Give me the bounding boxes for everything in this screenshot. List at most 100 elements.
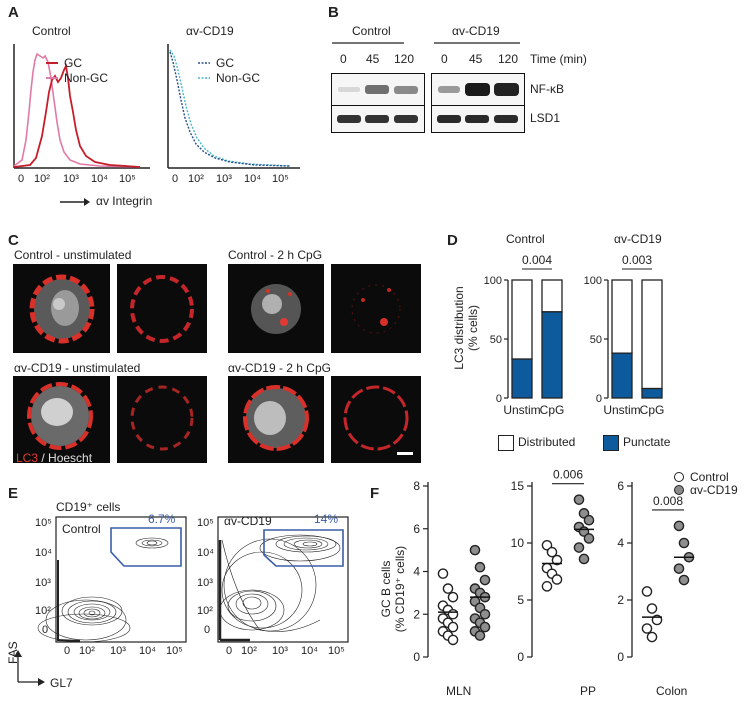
panel-d-control-title: Control bbox=[506, 232, 545, 246]
gate-control bbox=[110, 527, 182, 567]
dot-control bbox=[447, 591, 459, 603]
panel-e-ytick: 0 bbox=[204, 624, 211, 636]
panel-e-xtick: 10² bbox=[79, 645, 95, 657]
panel-e-ytick: 10⁴ bbox=[197, 547, 214, 559]
panel-e-xtick: 10³ bbox=[272, 645, 288, 657]
panel-e-ytick: 10² bbox=[35, 605, 51, 617]
dot-cd19 bbox=[678, 574, 690, 586]
panel-b-cd19-title: αv-CD19 bbox=[452, 24, 500, 38]
panel-e-ytick: 10² bbox=[197, 605, 213, 617]
panel-f-chart: 0 2 4 6 8 0 5 10 15 0.006 0 2 4 6 0.008 bbox=[413, 470, 695, 664]
bar-distributed bbox=[611, 279, 633, 354]
micrograph-control-unstim-merge bbox=[13, 264, 110, 353]
dot-cd19 bbox=[479, 608, 491, 620]
flow-plot-control-frame bbox=[55, 516, 187, 643]
panel-d-xtick-label: CpG bbox=[640, 403, 665, 417]
panel-a-tick: 0 bbox=[18, 173, 25, 185]
dot-cd19 bbox=[469, 544, 481, 556]
bar-distributed bbox=[541, 279, 563, 313]
stain-lc3: LC3 bbox=[16, 451, 39, 465]
panel-b-time: 120 bbox=[498, 52, 519, 66]
bar-punctate bbox=[611, 352, 633, 399]
gate-cd19 bbox=[263, 529, 344, 567]
flow-control-main-population bbox=[37, 560, 131, 643]
panel-e-xtick: 10⁵ bbox=[166, 645, 183, 657]
micrograph-stain-legend: LC3 / Hoescht bbox=[16, 451, 92, 465]
blot-nfkb-control bbox=[331, 73, 425, 107]
bar-distributed bbox=[641, 279, 663, 390]
dot-cd19 bbox=[573, 494, 585, 505]
panel-label-b: B bbox=[328, 4, 339, 21]
panel-a-xaxis-label: αv Integrin bbox=[96, 194, 153, 208]
micrograph-control-cpg-merge bbox=[228, 264, 324, 353]
panel-f-ytick-label: 10 bbox=[511, 536, 525, 550]
panel-f-ylabel-wrap: GC B cells (% CD19⁺ cells) bbox=[378, 530, 408, 650]
dot-control bbox=[641, 586, 653, 597]
panel-f-legend-cd19: αv-CD19 bbox=[690, 483, 738, 497]
panel-e-xtick: 10⁴ bbox=[139, 645, 156, 657]
panel-f-pvalue: 0.008 bbox=[653, 494, 683, 508]
legend-punctate-swatch bbox=[603, 435, 619, 451]
flow-control-gc-population bbox=[135, 537, 169, 549]
panel-a-tick: 10⁵ bbox=[119, 173, 136, 185]
dot-cd19 bbox=[678, 537, 690, 549]
blot-nfkb-cd19 bbox=[431, 73, 525, 107]
dot-control bbox=[437, 568, 449, 579]
dot-cd19 bbox=[474, 561, 486, 573]
panel-e-xaxis-label: GL7 bbox=[50, 676, 73, 690]
panel-e-ytick: 10³ bbox=[35, 577, 51, 589]
dot-cd19 bbox=[578, 553, 590, 565]
panel-f-group-colon: Colon bbox=[656, 684, 688, 698]
micrograph-cd19-cpg-merge bbox=[228, 376, 324, 463]
micrograph-cd19-unstim-lc3 bbox=[117, 376, 207, 463]
gate-percent-cd19: 14% bbox=[314, 512, 339, 526]
panel-e-ytick: 10⁵ bbox=[35, 517, 52, 529]
panel-e-ytick: 10⁴ bbox=[35, 547, 52, 559]
panel-b-control-title: Control bbox=[352, 24, 391, 38]
dot-control bbox=[541, 581, 553, 592]
stain-separator: / bbox=[38, 451, 49, 465]
panel-a-legend-nongc-cd19: Non-GC bbox=[216, 71, 261, 85]
panel-e-xtick: 10² bbox=[241, 645, 257, 657]
panel-a-legend-nongc-control: Non-GC bbox=[64, 71, 109, 85]
panel-a-tick: 10⁴ bbox=[91, 173, 108, 185]
blot-lsd1-control bbox=[331, 105, 425, 133]
dot-cd19 bbox=[583, 533, 595, 544]
dot-cd19 bbox=[583, 514, 595, 526]
panel-f-ytick-label: 0 bbox=[517, 650, 524, 664]
flow-label-cd19: αv-CD19 bbox=[224, 514, 272, 528]
panel-d-ytick-label: 50 bbox=[490, 334, 502, 346]
panel-f-ytick-label: 15 bbox=[511, 479, 525, 493]
panel-f-group-pp: PP bbox=[580, 684, 597, 698]
dot-control bbox=[546, 546, 558, 558]
panel-d-cd19-title: αv-CD19 bbox=[614, 232, 662, 246]
panel-f-ytick-label: 6 bbox=[617, 479, 624, 493]
flow-label-control: Control bbox=[62, 522, 101, 536]
panel-a-tick: 10² bbox=[34, 173, 50, 185]
panel-f-legend-control-marker bbox=[674, 472, 684, 482]
panel-f-ytick-label: 8 bbox=[413, 479, 420, 493]
panel-d-ytick-label: 100 bbox=[484, 275, 502, 287]
panel-e-xtick: 10³ bbox=[110, 645, 126, 657]
micrograph-cd19-cpg-lc3 bbox=[331, 376, 421, 463]
panel-f-ytick-label: 6 bbox=[413, 522, 420, 536]
dot-cd19 bbox=[673, 563, 685, 574]
panel-e-xtick: 0 bbox=[64, 645, 71, 657]
legend-punctate: Punctate bbox=[623, 435, 671, 449]
panel-a-tick: 10³ bbox=[216, 173, 232, 185]
panel-a-tick: 10⁴ bbox=[244, 173, 261, 185]
histogram-gc-cd19 bbox=[169, 51, 291, 167]
panel-f-ylabel: GC B cells (% CD19⁺ cells) bbox=[379, 545, 407, 633]
panel-d-xtick-label: CpG bbox=[540, 403, 565, 417]
panel-f-pvalue: 0.006 bbox=[553, 470, 583, 482]
dot-control bbox=[442, 583, 454, 594]
panel-label-d: D bbox=[447, 232, 458, 249]
flow-plot-cd19-frame bbox=[217, 516, 349, 643]
panel-d-ytick-label: 100 bbox=[584, 275, 602, 287]
panel-d-pvalue: 0.004 bbox=[522, 253, 552, 267]
panel-label-f: F bbox=[370, 485, 380, 502]
panel-d-xtick-label: Unstim bbox=[603, 403, 640, 417]
micrograph-control-unstim-lc3 bbox=[117, 264, 207, 353]
panel-a-tick: 0 bbox=[172, 173, 179, 185]
